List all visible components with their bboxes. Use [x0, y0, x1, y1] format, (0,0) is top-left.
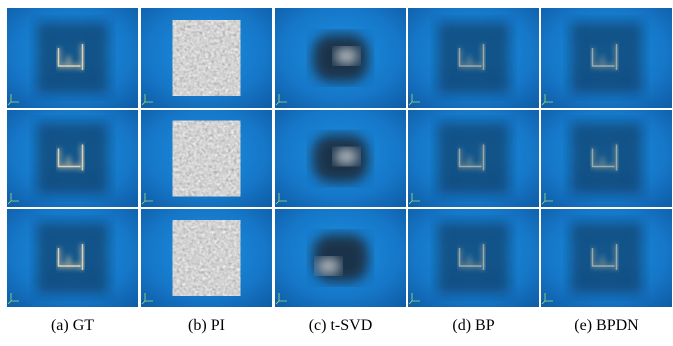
image-panel	[541, 8, 672, 108]
cube	[438, 22, 510, 94]
image-panel	[141, 8, 272, 108]
caption: (d) BP	[452, 317, 494, 334]
cube	[438, 123, 510, 195]
caption: (a) GT	[51, 317, 94, 334]
caption: (c) t-SVD	[309, 317, 373, 334]
image-panel	[141, 110, 272, 207]
cube	[571, 22, 643, 94]
blob	[313, 234, 369, 282]
noise-cube	[173, 121, 241, 197]
image-panel	[408, 110, 539, 207]
image-panel	[7, 209, 138, 307]
cube	[37, 123, 109, 195]
caption: (e) BPDN	[574, 317, 639, 334]
image-panel	[541, 110, 672, 207]
cube	[571, 123, 643, 195]
figure: (a) GT (b) PI (c) t-SVD (d) BP (e) BPDN	[0, 0, 673, 341]
image-panel	[141, 209, 272, 307]
cube	[37, 22, 109, 94]
image-panel	[275, 110, 406, 207]
cube	[37, 222, 109, 294]
highlight	[335, 149, 359, 165]
noise-cube	[173, 220, 241, 296]
page: (a) GT(b) PI(c) t-SVD(d) BP(e) BPDN (() …	[0, 0, 673, 341]
highlight	[317, 258, 341, 274]
noise-cube	[173, 20, 241, 96]
image-panel	[541, 209, 672, 307]
cube	[438, 222, 510, 294]
image-panel	[275, 8, 406, 108]
cube	[571, 222, 643, 294]
highlight	[335, 48, 359, 64]
image-panel	[408, 209, 539, 307]
image-panel	[408, 8, 539, 108]
image-panel	[275, 209, 406, 307]
caption: (b) PI	[188, 317, 225, 334]
image-panel	[7, 8, 138, 108]
image-panel	[7, 110, 138, 207]
